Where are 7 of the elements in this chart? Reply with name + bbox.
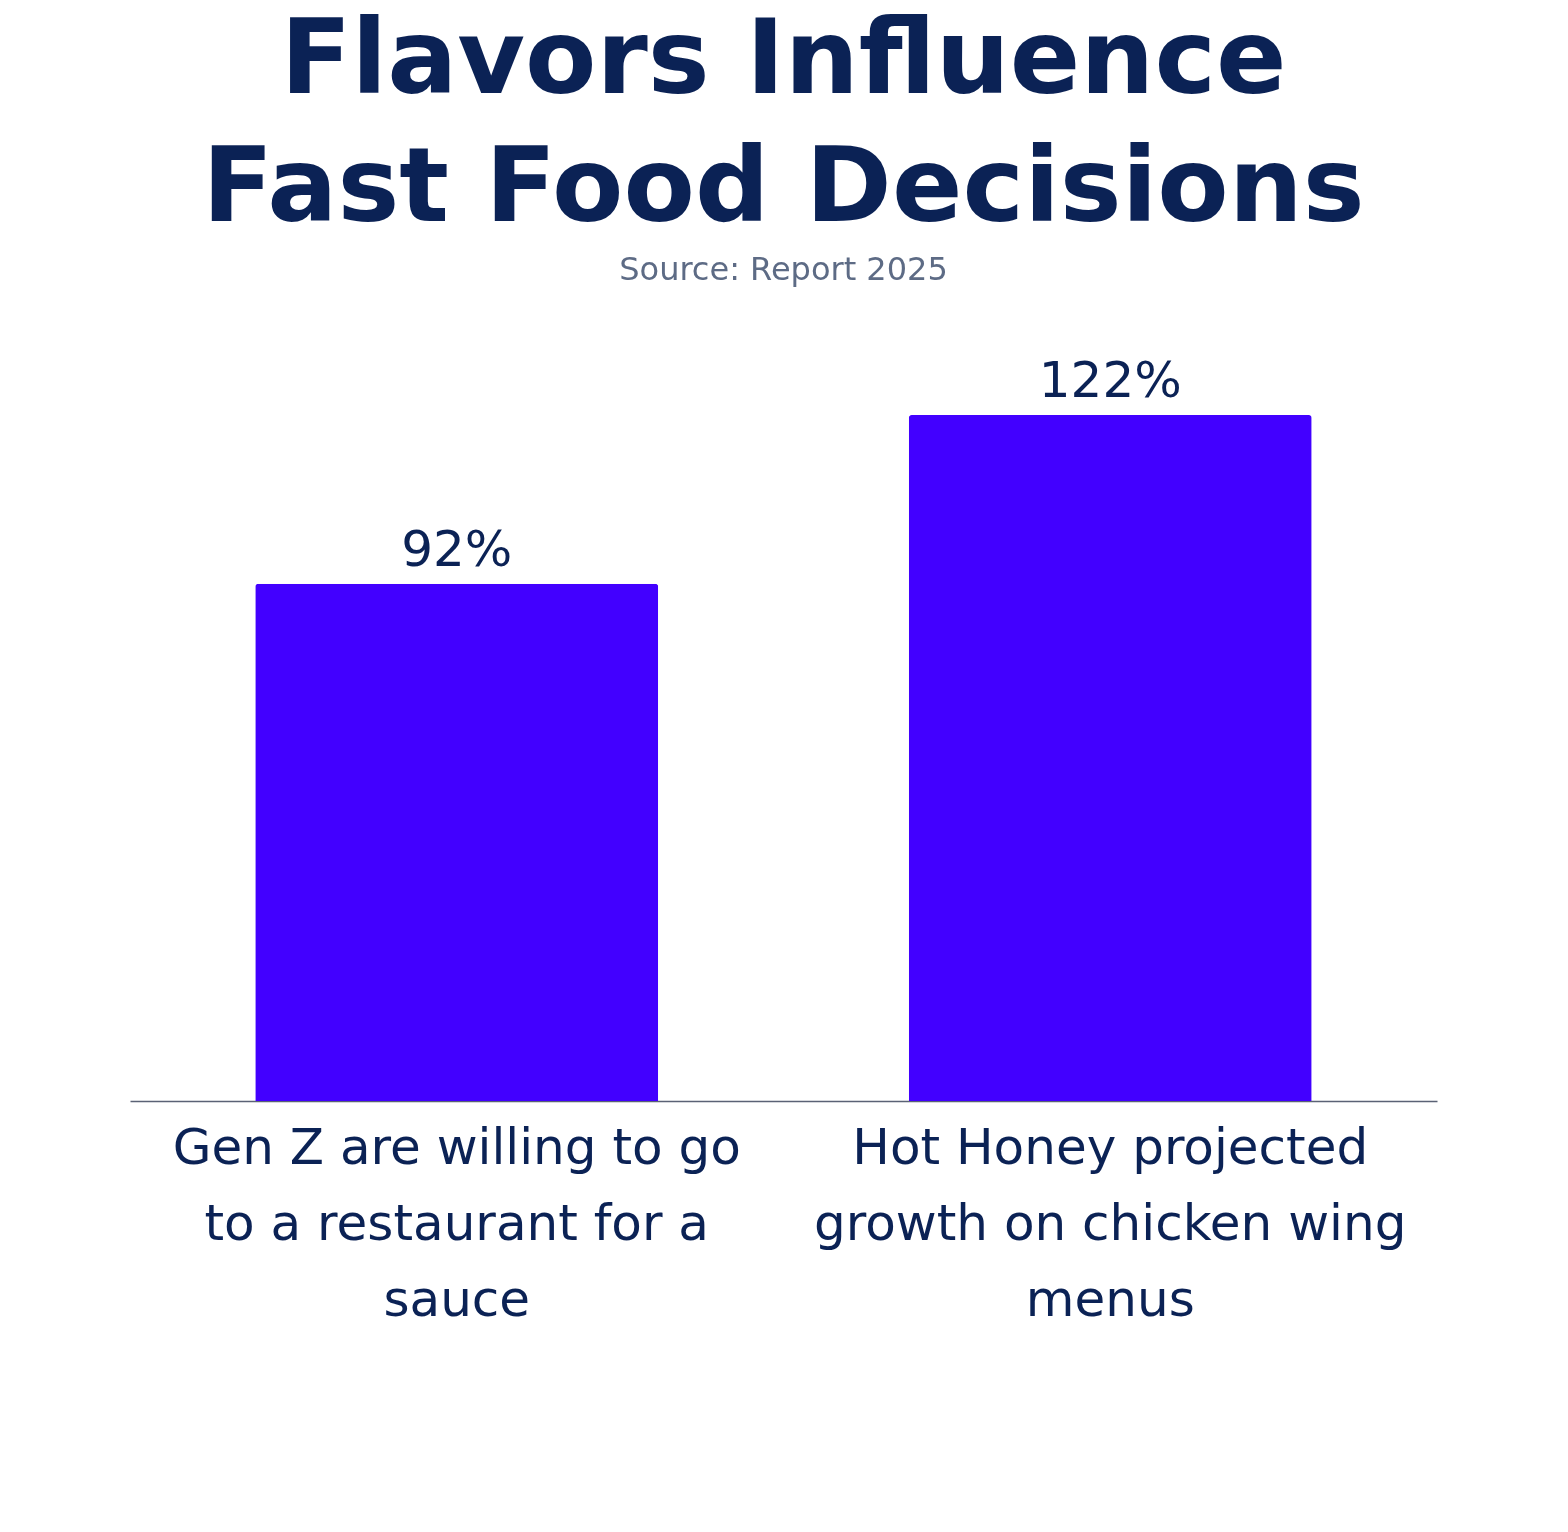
- text: Flavors Influence: [280, 0, 1287, 118]
- data-label: 122%: [1038, 351, 1182, 409]
- x-tick-label: Gen Z are willing to go to a restaurant for a sauce: [172, 1117, 741, 1328]
- chart-subtitle: Source: Report 2025: [619, 250, 948, 288]
- text: Fast Food Decisions: [202, 124, 1365, 246]
- data-label: 92%: [401, 519, 513, 578]
- x-tick-label: Hot Honey projected growth on chicken wing menus: [814, 1117, 1407, 1328]
